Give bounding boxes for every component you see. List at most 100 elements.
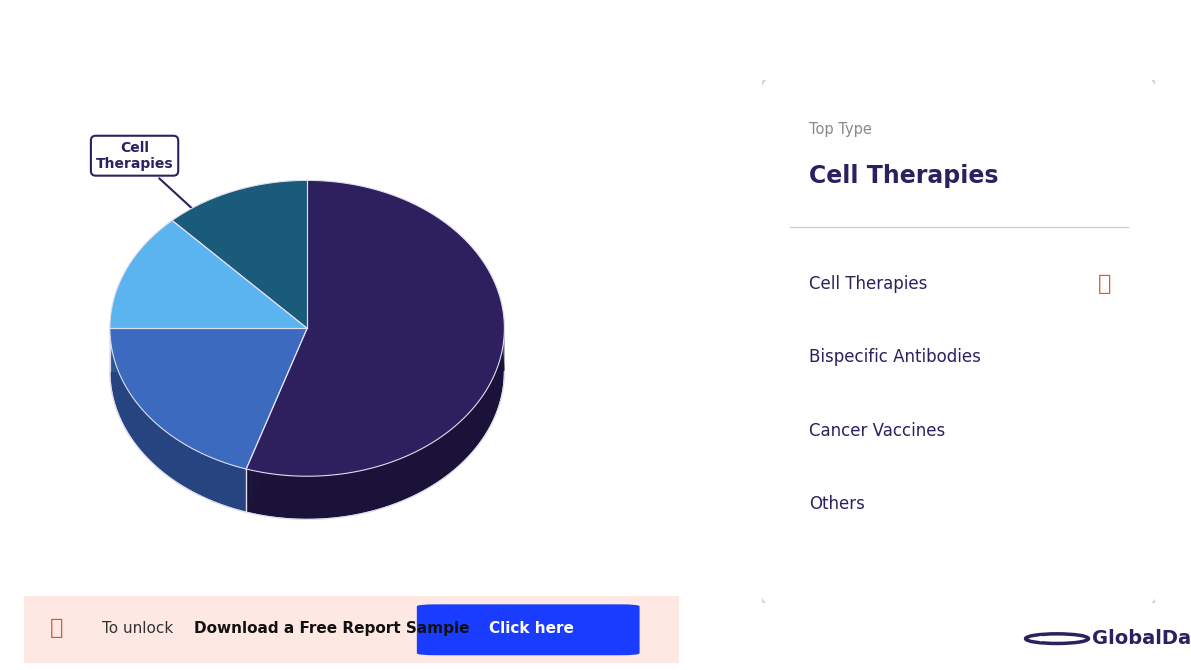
Polygon shape — [473, 405, 475, 452]
Polygon shape — [186, 445, 187, 489]
Polygon shape — [498, 362, 499, 409]
Polygon shape — [425, 444, 430, 490]
Polygon shape — [173, 224, 307, 371]
Polygon shape — [364, 468, 370, 513]
Polygon shape — [226, 464, 229, 507]
Polygon shape — [218, 460, 219, 504]
Polygon shape — [229, 464, 231, 508]
Polygon shape — [308, 476, 314, 519]
Polygon shape — [187, 446, 189, 490]
Polygon shape — [145, 413, 146, 458]
Polygon shape — [451, 426, 455, 472]
Polygon shape — [348, 472, 354, 516]
Polygon shape — [392, 460, 397, 505]
Polygon shape — [202, 454, 205, 498]
Polygon shape — [149, 417, 151, 462]
Polygon shape — [193, 449, 194, 492]
Polygon shape — [163, 429, 164, 474]
Polygon shape — [225, 463, 226, 507]
Polygon shape — [172, 436, 173, 480]
Polygon shape — [297, 476, 303, 519]
Polygon shape — [236, 466, 238, 510]
Polygon shape — [484, 391, 486, 438]
Polygon shape — [447, 429, 451, 476]
Polygon shape — [157, 425, 158, 469]
Polygon shape — [416, 449, 420, 494]
Polygon shape — [231, 464, 232, 509]
Polygon shape — [370, 467, 375, 512]
Polygon shape — [110, 263, 307, 371]
Polygon shape — [286, 475, 291, 519]
Polygon shape — [466, 413, 469, 460]
Polygon shape — [247, 224, 505, 519]
Text: Download a Free Report Sample: Download a Free Report Sample — [194, 621, 469, 636]
Polygon shape — [479, 398, 481, 445]
Polygon shape — [475, 402, 479, 449]
Polygon shape — [319, 476, 325, 519]
Polygon shape — [110, 371, 307, 512]
Polygon shape — [337, 474, 342, 518]
Polygon shape — [173, 180, 307, 328]
Polygon shape — [238, 467, 241, 511]
Polygon shape — [455, 423, 459, 470]
Polygon shape — [170, 435, 172, 479]
Polygon shape — [280, 475, 286, 519]
Polygon shape — [486, 387, 488, 433]
Polygon shape — [263, 472, 268, 517]
Polygon shape — [180, 441, 181, 485]
Text: Cell Therapies: Cell Therapies — [810, 275, 928, 293]
Polygon shape — [443, 433, 447, 478]
Polygon shape — [325, 475, 331, 519]
Polygon shape — [430, 442, 435, 487]
Polygon shape — [110, 220, 307, 328]
Polygon shape — [158, 425, 160, 470]
Polygon shape — [232, 465, 235, 509]
Polygon shape — [148, 416, 149, 460]
Polygon shape — [268, 473, 274, 517]
Polygon shape — [481, 394, 484, 442]
Polygon shape — [375, 466, 381, 511]
Polygon shape — [314, 476, 319, 519]
Polygon shape — [162, 428, 163, 472]
Polygon shape — [166, 431, 167, 476]
Text: To unlock: To unlock — [102, 621, 179, 636]
Polygon shape — [185, 444, 186, 488]
Polygon shape — [247, 180, 505, 476]
Polygon shape — [251, 470, 257, 515]
Polygon shape — [247, 469, 251, 513]
Polygon shape — [491, 379, 493, 425]
Polygon shape — [331, 474, 337, 519]
Text: Others: Others — [810, 494, 866, 513]
Polygon shape — [435, 438, 438, 484]
Polygon shape — [360, 470, 364, 514]
Text: Bispecific Antibodies: Bispecific Antibodies — [810, 348, 981, 366]
Polygon shape — [462, 416, 466, 463]
Polygon shape — [244, 468, 247, 512]
Polygon shape — [459, 419, 462, 466]
Polygon shape — [411, 452, 416, 497]
FancyBboxPatch shape — [417, 604, 640, 655]
Polygon shape — [160, 427, 162, 471]
Polygon shape — [493, 375, 494, 421]
Polygon shape — [182, 443, 185, 487]
Polygon shape — [354, 471, 360, 515]
Polygon shape — [222, 462, 223, 505]
Polygon shape — [469, 409, 473, 456]
Polygon shape — [497, 366, 498, 413]
Polygon shape — [154, 421, 155, 465]
Polygon shape — [342, 473, 348, 517]
Polygon shape — [194, 450, 195, 494]
Polygon shape — [213, 458, 216, 502]
Polygon shape — [223, 462, 225, 506]
Polygon shape — [205, 455, 206, 498]
FancyBboxPatch shape — [0, 595, 705, 665]
Polygon shape — [257, 472, 263, 516]
Polygon shape — [381, 464, 386, 509]
Polygon shape — [212, 458, 213, 502]
Polygon shape — [420, 447, 425, 492]
Text: Top Type: Top Type — [810, 122, 872, 137]
Text: Cell
Therapies: Cell Therapies — [95, 141, 205, 220]
Polygon shape — [242, 468, 244, 512]
Polygon shape — [164, 430, 166, 474]
Polygon shape — [406, 454, 411, 499]
